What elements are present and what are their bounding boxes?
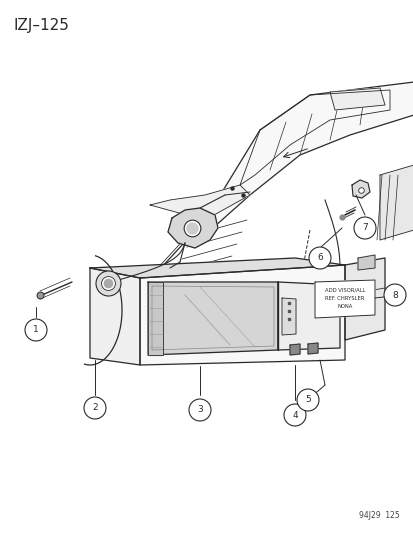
Circle shape xyxy=(25,319,47,341)
Text: 4: 4 xyxy=(292,410,297,419)
Circle shape xyxy=(296,389,318,411)
Text: NONA: NONA xyxy=(337,304,352,309)
Polygon shape xyxy=(147,282,277,355)
Polygon shape xyxy=(379,165,413,240)
Text: 6: 6 xyxy=(316,254,322,262)
Circle shape xyxy=(383,284,405,306)
Text: 1: 1 xyxy=(33,326,39,335)
Text: 8: 8 xyxy=(391,290,397,300)
Circle shape xyxy=(189,399,211,421)
Polygon shape xyxy=(351,180,369,198)
Polygon shape xyxy=(357,255,374,270)
Text: 7: 7 xyxy=(361,223,367,232)
Polygon shape xyxy=(90,258,344,278)
Text: 2: 2 xyxy=(92,403,97,413)
Polygon shape xyxy=(140,265,344,365)
Polygon shape xyxy=(168,208,218,248)
Polygon shape xyxy=(90,268,140,365)
Text: IZJ–125: IZJ–125 xyxy=(14,18,70,33)
Polygon shape xyxy=(150,185,249,220)
Circle shape xyxy=(308,247,330,269)
Polygon shape xyxy=(289,344,299,355)
Text: 3: 3 xyxy=(197,406,202,415)
Text: 5: 5 xyxy=(304,395,310,405)
Polygon shape xyxy=(344,258,384,340)
Polygon shape xyxy=(147,282,163,355)
Polygon shape xyxy=(314,280,374,318)
Text: ADD VISOR/ALL: ADD VISOR/ALL xyxy=(324,288,364,293)
Polygon shape xyxy=(277,282,339,350)
Circle shape xyxy=(283,404,305,426)
Polygon shape xyxy=(204,82,413,235)
Circle shape xyxy=(353,217,375,239)
Circle shape xyxy=(84,397,106,419)
Polygon shape xyxy=(307,343,317,354)
Text: 94J29  125: 94J29 125 xyxy=(358,511,399,520)
Polygon shape xyxy=(281,298,295,335)
Polygon shape xyxy=(329,88,384,110)
Text: REF. CHRYSLER: REF. CHRYSLER xyxy=(325,296,364,301)
